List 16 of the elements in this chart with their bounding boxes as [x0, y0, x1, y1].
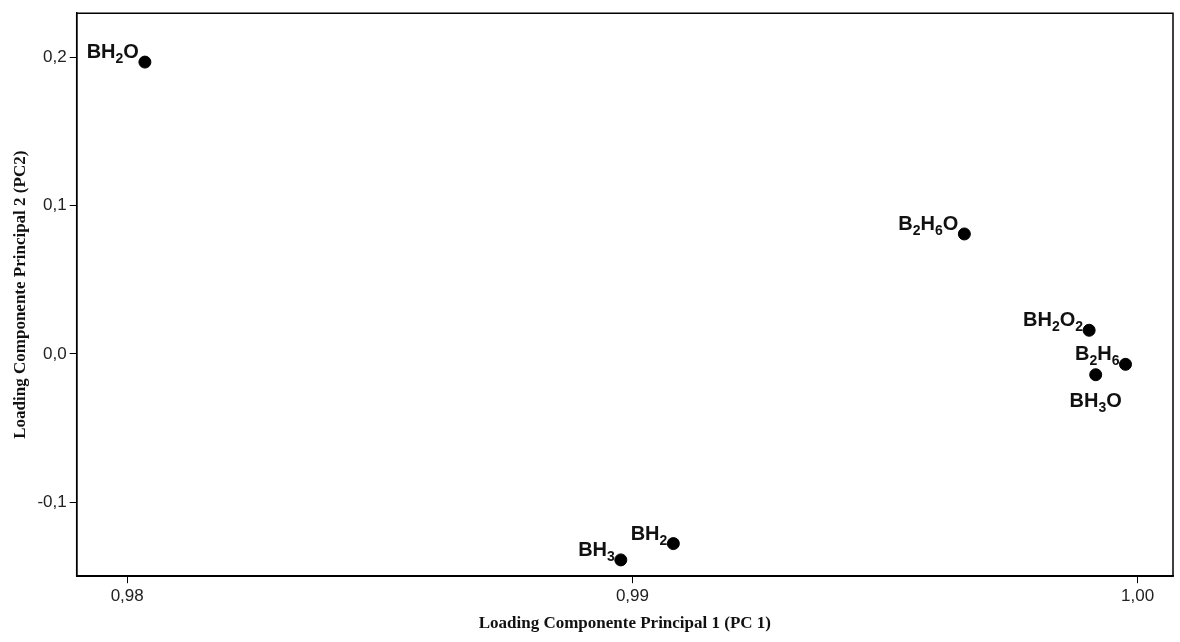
x-tick-label: 0,98: [110, 586, 144, 606]
point: [1119, 357, 1133, 371]
x-axis-title: Loading Componente Principal 1 (PC 1): [478, 613, 771, 633]
point: [614, 553, 628, 567]
point: [666, 537, 680, 551]
y-tick-label: -0,1: [37, 491, 67, 511]
y-tick-label: 0,1: [43, 195, 67, 215]
y-tick-label: 0,2: [43, 47, 67, 67]
y-axis-title: Loading Componente Principal 2 (PC2): [9, 150, 29, 439]
y-tick-label: 0,0: [43, 343, 67, 363]
point: [1082, 323, 1096, 337]
point: [138, 55, 152, 69]
point: [1089, 368, 1103, 382]
point: [957, 227, 971, 241]
x-tick-label: 1,00: [1121, 586, 1155, 606]
x-tick-label: 0,99: [615, 586, 649, 606]
